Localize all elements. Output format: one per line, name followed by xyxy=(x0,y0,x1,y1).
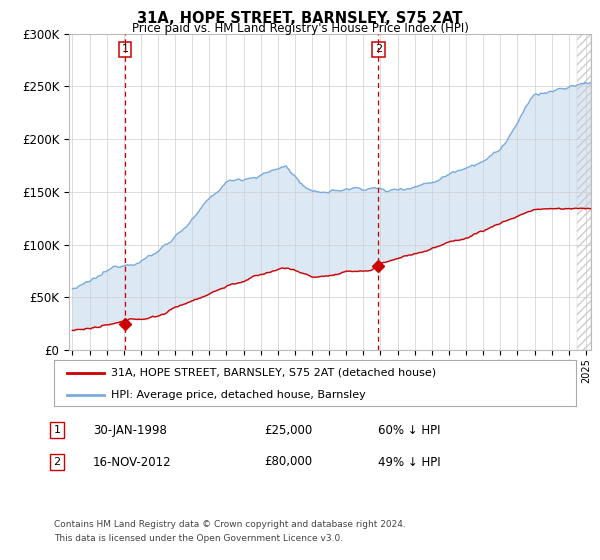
Text: 31A, HOPE STREET, BARNSLEY, S75 2AT (detached house): 31A, HOPE STREET, BARNSLEY, S75 2AT (det… xyxy=(112,368,437,378)
Text: 1: 1 xyxy=(122,44,128,54)
Text: 30-JAN-1998: 30-JAN-1998 xyxy=(93,423,167,437)
Text: 1: 1 xyxy=(53,425,61,435)
Text: 60% ↓ HPI: 60% ↓ HPI xyxy=(378,423,440,437)
Text: HPI: Average price, detached house, Barnsley: HPI: Average price, detached house, Barn… xyxy=(112,390,366,399)
Text: 49% ↓ HPI: 49% ↓ HPI xyxy=(378,455,440,469)
Text: 2: 2 xyxy=(53,457,61,467)
Text: 2: 2 xyxy=(375,44,382,54)
Text: 31A, HOPE STREET, BARNSLEY, S75 2AT: 31A, HOPE STREET, BARNSLEY, S75 2AT xyxy=(137,11,463,26)
Text: This data is licensed under the Open Government Licence v3.0.: This data is licensed under the Open Gov… xyxy=(54,534,343,543)
Text: Price paid vs. HM Land Registry's House Price Index (HPI): Price paid vs. HM Land Registry's House … xyxy=(131,22,469,35)
Text: 16-NOV-2012: 16-NOV-2012 xyxy=(93,455,172,469)
Text: Contains HM Land Registry data © Crown copyright and database right 2024.: Contains HM Land Registry data © Crown c… xyxy=(54,520,406,529)
Text: £25,000: £25,000 xyxy=(264,423,312,437)
Text: £80,000: £80,000 xyxy=(264,455,312,469)
